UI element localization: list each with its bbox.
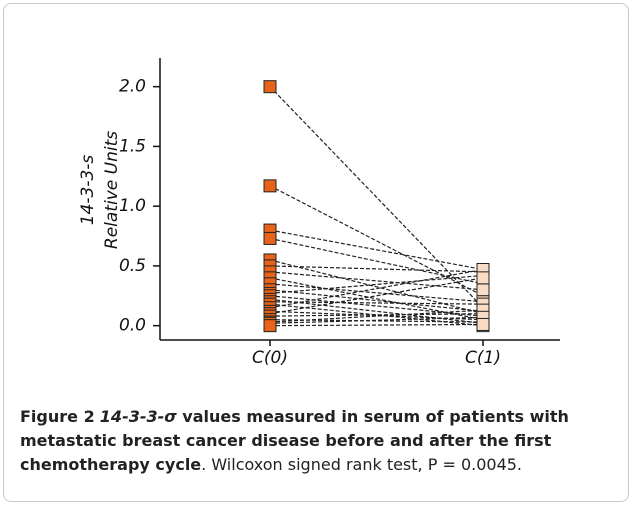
- frame: [3, 3, 629, 502]
- pair-line: [269, 185, 484, 297]
- caption-label: Figure 2: [20, 407, 95, 426]
- caption-text: . Wilcoxon signed rank test, P = 0.0045.: [201, 455, 523, 474]
- pair-line: [269, 319, 484, 323]
- point: [476, 317, 490, 331]
- chart: 14-3-3-s Relative Units 0.0 0.5 1.0 1.5 2.0 C…: [78, 58, 560, 368]
- pair-line: [269, 229, 484, 271]
- pair-line: [269, 268, 484, 309]
- y-tick-label: 2.0: [119, 77, 146, 97]
- y-tick-label: 1.5: [119, 136, 146, 156]
- pair-line: [269, 313, 484, 317]
- point: [263, 231, 277, 245]
- y-tick-label: 0.0: [119, 316, 146, 336]
- pair-line: [269, 316, 484, 324]
- point: [263, 179, 277, 193]
- x-tick-label: C(1): [465, 348, 501, 368]
- pair-line: [269, 301, 484, 305]
- pair-line: [269, 265, 484, 273]
- caption-symbol: 14-3-3-σ: [99, 407, 177, 426]
- point: [476, 271, 490, 285]
- x-tick-label: C(0): [252, 348, 288, 368]
- caption-title: values measured in serum of patients wit…: [20, 407, 569, 474]
- caption: Figure 2 14-3-3-σ values measured in ser…: [20, 405, 610, 477]
- y-tick-label: 1.0: [119, 196, 146, 216]
- y-axis-label: 14-3-3-s: [78, 155, 98, 226]
- pair-line: [269, 237, 484, 285]
- point: [263, 80, 277, 94]
- pair-line: [269, 309, 484, 323]
- pair-line: [269, 259, 484, 315]
- pair-line: [269, 323, 484, 327]
- y-tick-label: 0.5: [119, 256, 146, 276]
- point: [263, 319, 277, 333]
- y-axis-label: Relative Units: [102, 131, 122, 249]
- point: [476, 283, 490, 297]
